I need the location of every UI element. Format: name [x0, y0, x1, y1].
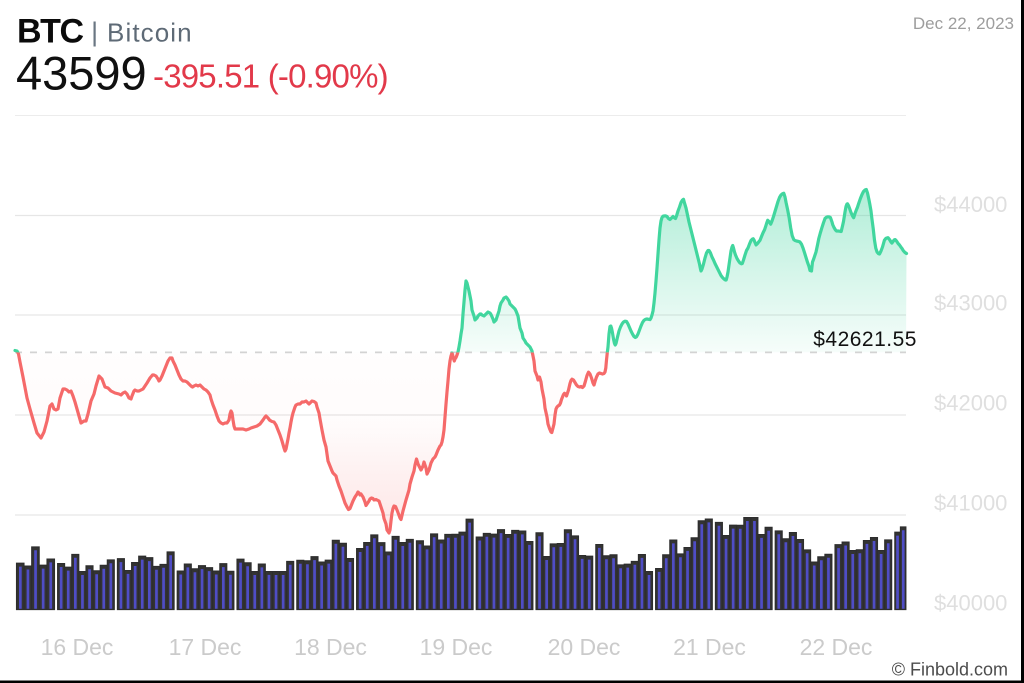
svg-text:Bitcoin: Bitcoin — [107, 18, 193, 48]
svg-text:16 Dec: 16 Dec — [41, 634, 114, 660]
svg-text:$40000: $40000 — [934, 591, 1007, 616]
svg-text:-395.51 (-0.90%): -395.51 (-0.90%) — [153, 58, 388, 95]
svg-text:21 Dec: 21 Dec — [673, 634, 746, 660]
svg-text:$41000: $41000 — [934, 491, 1007, 516]
svg-text:$44000: $44000 — [934, 192, 1007, 217]
svg-text:$42621.55: $42621.55 — [813, 328, 917, 351]
svg-text:22 Dec: 22 Dec — [800, 634, 873, 660]
svg-text:19 Dec: 19 Dec — [420, 634, 493, 660]
svg-text:© Finbold.com: © Finbold.com — [892, 660, 1008, 680]
svg-text:$43000: $43000 — [934, 291, 1007, 316]
svg-text:17 Dec: 17 Dec — [169, 634, 242, 660]
svg-text:BTC: BTC — [17, 13, 84, 51]
svg-text:Dec 22, 2023: Dec 22, 2023 — [913, 14, 1014, 33]
svg-text:20 Dec: 20 Dec — [548, 634, 621, 660]
svg-text:$42000: $42000 — [934, 391, 1007, 416]
svg-text:43599: 43599 — [16, 47, 147, 100]
svg-text:18 Dec: 18 Dec — [294, 634, 367, 660]
